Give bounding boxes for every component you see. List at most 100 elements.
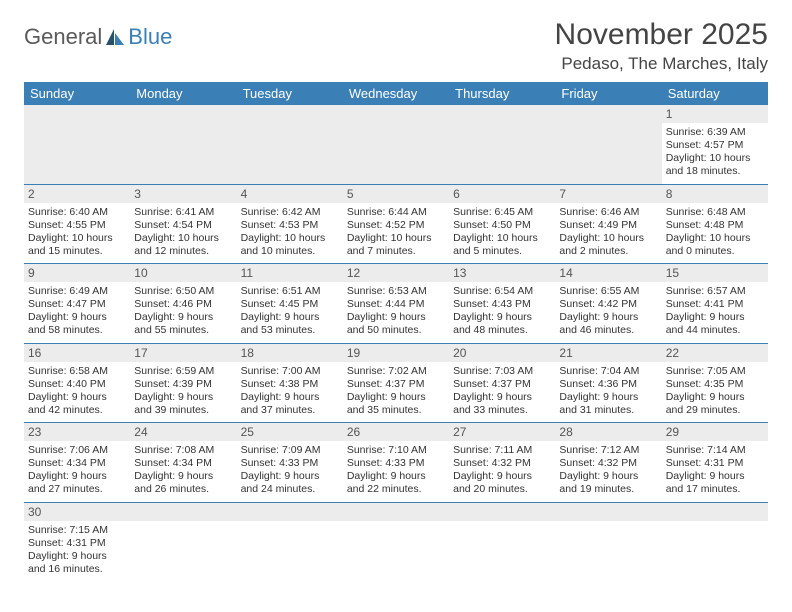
sunrise-text: Sunrise: 7:10 AM <box>347 444 445 457</box>
day-cell: Sunrise: 6:42 AMSunset: 4:53 PMDaylight:… <box>237 203 343 264</box>
day-number: 27 <box>449 423 555 442</box>
sunset-text: Sunset: 4:31 PM <box>666 457 764 470</box>
sunrise-text: Sunrise: 6:41 AM <box>134 206 232 219</box>
day-number: 24 <box>130 423 236 442</box>
daylight-text-2: and 19 minutes. <box>559 483 657 496</box>
day-cell: Sunrise: 7:08 AMSunset: 4:34 PMDaylight:… <box>130 441 236 502</box>
day-cell <box>343 123 449 184</box>
daylight-text-1: Daylight: 9 hours <box>453 391 551 404</box>
sunset-text: Sunset: 4:52 PM <box>347 219 445 232</box>
sunrise-text: Sunrise: 6:40 AM <box>28 206 126 219</box>
sunrise-text: Sunrise: 7:12 AM <box>559 444 657 457</box>
day-number: 15 <box>662 264 768 283</box>
sunrise-text: Sunrise: 7:06 AM <box>28 444 126 457</box>
day-number: 14 <box>555 264 661 283</box>
daylight-text-2: and 39 minutes. <box>134 404 232 417</box>
day-number <box>237 502 343 521</box>
daylight-text-1: Daylight: 10 hours <box>453 232 551 245</box>
daylight-text-2: and 58 minutes. <box>28 324 126 337</box>
week-row: Sunrise: 7:15 AMSunset: 4:31 PMDaylight:… <box>24 521 768 582</box>
sunrise-text: Sunrise: 6:50 AM <box>134 285 232 298</box>
day-cell: Sunrise: 7:14 AMSunset: 4:31 PMDaylight:… <box>662 441 768 502</box>
sunset-text: Sunset: 4:54 PM <box>134 219 232 232</box>
daylight-text-1: Daylight: 9 hours <box>559 470 657 483</box>
sunrise-text: Sunrise: 6:59 AM <box>134 365 232 378</box>
day-cell: Sunrise: 7:04 AMSunset: 4:36 PMDaylight:… <box>555 362 661 423</box>
header: General Blue November 2025 Pedaso, The M… <box>24 18 768 74</box>
day-cell: Sunrise: 6:58 AMSunset: 4:40 PMDaylight:… <box>24 362 130 423</box>
day-cell: Sunrise: 6:45 AMSunset: 4:50 PMDaylight:… <box>449 203 555 264</box>
day-number: 4 <box>237 184 343 203</box>
weekday-header: Thursday <box>449 82 555 105</box>
sunrise-text: Sunrise: 7:03 AM <box>453 365 551 378</box>
weekday-header: Wednesday <box>343 82 449 105</box>
sunset-text: Sunset: 4:39 PM <box>134 378 232 391</box>
daylight-text-2: and 12 minutes. <box>134 245 232 258</box>
day-number: 20 <box>449 343 555 362</box>
day-number <box>24 105 130 123</box>
daylight-text-1: Daylight: 9 hours <box>241 470 339 483</box>
title-block: November 2025 Pedaso, The Marches, Italy <box>555 18 768 74</box>
daylight-text-2: and 48 minutes. <box>453 324 551 337</box>
day-number: 6 <box>449 184 555 203</box>
daylight-text-1: Daylight: 10 hours <box>28 232 126 245</box>
day-number <box>662 502 768 521</box>
day-cell <box>449 123 555 184</box>
day-cell: Sunrise: 6:57 AMSunset: 4:41 PMDaylight:… <box>662 282 768 343</box>
daylight-text-2: and 44 minutes. <box>666 324 764 337</box>
week-row: Sunrise: 6:58 AMSunset: 4:40 PMDaylight:… <box>24 362 768 423</box>
day-cell: Sunrise: 7:11 AMSunset: 4:32 PMDaylight:… <box>449 441 555 502</box>
daylight-text-2: and 10 minutes. <box>241 245 339 258</box>
daylight-text-1: Daylight: 10 hours <box>666 152 764 165</box>
sunrise-text: Sunrise: 7:00 AM <box>241 365 339 378</box>
day-cell: Sunrise: 6:50 AMSunset: 4:46 PMDaylight:… <box>130 282 236 343</box>
day-number <box>130 105 236 123</box>
day-cell: Sunrise: 6:49 AMSunset: 4:47 PMDaylight:… <box>24 282 130 343</box>
day-number <box>343 502 449 521</box>
day-number <box>449 105 555 123</box>
sunset-text: Sunset: 4:33 PM <box>347 457 445 470</box>
day-cell: Sunrise: 7:06 AMSunset: 4:34 PMDaylight:… <box>24 441 130 502</box>
sunrise-text: Sunrise: 6:57 AM <box>666 285 764 298</box>
daylight-text-1: Daylight: 9 hours <box>347 470 445 483</box>
weekday-header: Monday <box>130 82 236 105</box>
sunrise-text: Sunrise: 7:14 AM <box>666 444 764 457</box>
day-cell: Sunrise: 7:10 AMSunset: 4:33 PMDaylight:… <box>343 441 449 502</box>
week-row: Sunrise: 7:06 AMSunset: 4:34 PMDaylight:… <box>24 441 768 502</box>
sunrise-text: Sunrise: 6:44 AM <box>347 206 445 219</box>
day-cell: Sunrise: 6:46 AMSunset: 4:49 PMDaylight:… <box>555 203 661 264</box>
sail-icon <box>104 27 126 47</box>
sunset-text: Sunset: 4:40 PM <box>28 378 126 391</box>
week-row: Sunrise: 6:40 AMSunset: 4:55 PMDaylight:… <box>24 203 768 264</box>
daylight-text-2: and 33 minutes. <box>453 404 551 417</box>
calendar-table: SundayMondayTuesdayWednesdayThursdayFrid… <box>24 82 768 581</box>
day-number-row: 1 <box>24 105 768 123</box>
day-cell: Sunrise: 7:05 AMSunset: 4:35 PMDaylight:… <box>662 362 768 423</box>
daylight-text-1: Daylight: 10 hours <box>666 232 764 245</box>
day-number <box>343 105 449 123</box>
sunset-text: Sunset: 4:55 PM <box>28 219 126 232</box>
day-cell: Sunrise: 6:44 AMSunset: 4:52 PMDaylight:… <box>343 203 449 264</box>
weekday-header: Sunday <box>24 82 130 105</box>
day-cell: Sunrise: 6:51 AMSunset: 4:45 PMDaylight:… <box>237 282 343 343</box>
sunset-text: Sunset: 4:57 PM <box>666 139 764 152</box>
weekday-header: Saturday <box>662 82 768 105</box>
sunrise-text: Sunrise: 6:42 AM <box>241 206 339 219</box>
brand-logo: General Blue <box>24 24 172 50</box>
daylight-text-2: and 2 minutes. <box>559 245 657 258</box>
daylight-text-2: and 17 minutes. <box>666 483 764 496</box>
day-number: 10 <box>130 264 236 283</box>
daylight-text-2: and 24 minutes. <box>241 483 339 496</box>
sunset-text: Sunset: 4:38 PM <box>241 378 339 391</box>
day-cell <box>130 521 236 582</box>
daylight-text-2: and 22 minutes. <box>347 483 445 496</box>
sunset-text: Sunset: 4:44 PM <box>347 298 445 311</box>
sunrise-text: Sunrise: 6:49 AM <box>28 285 126 298</box>
daylight-text-2: and 55 minutes. <box>134 324 232 337</box>
sunrise-text: Sunrise: 6:48 AM <box>666 206 764 219</box>
day-number <box>449 502 555 521</box>
daylight-text-2: and 5 minutes. <box>453 245 551 258</box>
location-text: Pedaso, The Marches, Italy <box>555 54 768 74</box>
day-cell: Sunrise: 6:53 AMSunset: 4:44 PMDaylight:… <box>343 282 449 343</box>
day-number: 30 <box>24 502 130 521</box>
